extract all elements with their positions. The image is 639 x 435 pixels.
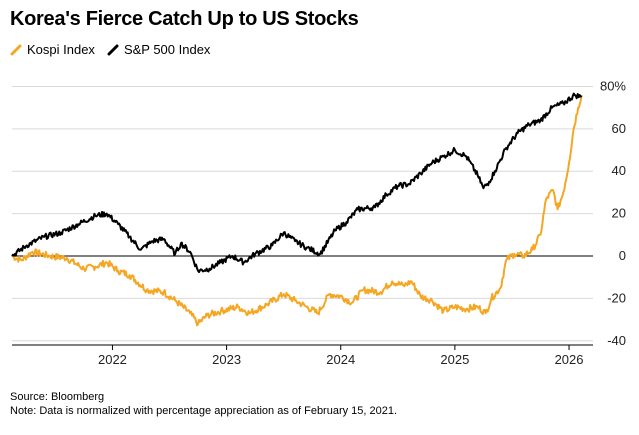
- x-tick-label: 2023: [212, 352, 241, 367]
- x-tick-label: 2022: [98, 352, 127, 367]
- series-line-sp500: [11, 92, 583, 274]
- series-line-kospi: [11, 94, 583, 327]
- legend-swatch-sp500: [107, 44, 119, 55]
- legend-item-sp500: S&P 500 Index: [107, 42, 211, 57]
- x-tick-label: 2025: [440, 352, 469, 367]
- legend-item-kospi: Kospi Index: [10, 42, 95, 57]
- y-tick-label: 20: [612, 206, 626, 221]
- legend: Kospi Index S&P 500 Index: [10, 42, 210, 57]
- legend-label-kospi: Kospi Index: [27, 42, 95, 57]
- y-tick-label: 40: [612, 163, 626, 178]
- y-tick-label: 0: [619, 248, 626, 263]
- x-tick-label: 2026: [555, 352, 584, 367]
- chart-title: Korea's Fierce Catch Up to US Stocks: [10, 8, 359, 30]
- legend-label-sp500: S&P 500 Index: [123, 42, 211, 57]
- methodology-note: Note: Data is normalized with percentage…: [10, 405, 398, 417]
- source-note: Source: Bloomberg: [10, 391, 105, 403]
- y-tick-label: 60: [612, 121, 626, 136]
- y-tick-label: -40: [607, 333, 626, 348]
- x-tick-label: 2024: [326, 352, 355, 367]
- y-tick-label: 80%: [600, 78, 626, 93]
- y-tick-label: -20: [607, 290, 626, 305]
- legend-swatch-kospi: [10, 44, 22, 55]
- chart-footer: Source: Bloomberg Note: Data is normaliz…: [10, 390, 397, 418]
